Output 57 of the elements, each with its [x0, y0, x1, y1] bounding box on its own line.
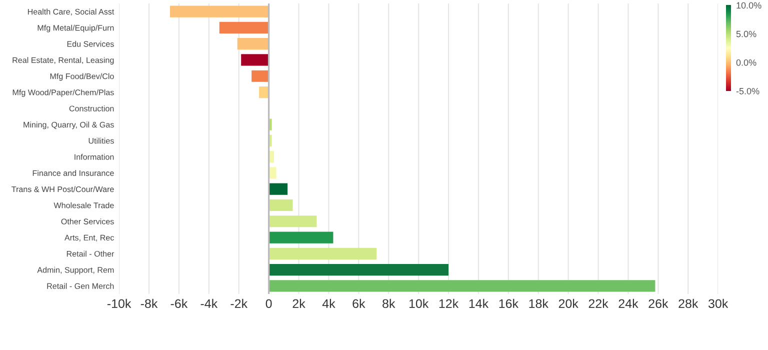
x-tick-label: 18k [529, 298, 548, 308]
y-tick-label: Construction [69, 105, 114, 112]
x-tick-label: 22k [588, 298, 608, 308]
x-tick-label: 4k [322, 298, 336, 308]
x-tick-label: 8k [382, 298, 396, 308]
bar [241, 54, 269, 66]
color-bar-label: -5.0% [736, 88, 760, 94]
y-tick-label: Arts, Ent, Rec [64, 234, 114, 242]
bar [219, 22, 269, 34]
x-tick-label: 0 [266, 299, 272, 308]
x-tick-label: 28k [678, 298, 698, 308]
x-tick-label: 20k [558, 298, 578, 308]
y-tick-label: Mining, Quarry, Oil & Gas [24, 122, 114, 130]
bar [259, 86, 269, 98]
bar [268, 264, 449, 276]
x-tick-label: 10k [409, 298, 429, 308]
bar [268, 216, 317, 228]
y-tick-label: Real Estate, Rental, Leasing [12, 57, 114, 65]
x-tick-label: 24k [618, 298, 638, 308]
x-tick-label: 2k [292, 298, 306, 308]
x-tick-label: -6k [170, 298, 188, 308]
x-tick-label: 6k [352, 298, 366, 308]
y-tick-label: Other Services [61, 218, 114, 224]
y-tick-label: Mfg Wood/Paper/Chem/Plas [12, 89, 114, 97]
bar [268, 232, 334, 244]
color-bar-label: 5.0% [736, 30, 756, 38]
bar [268, 248, 377, 260]
bar [268, 280, 656, 292]
bar [237, 38, 269, 50]
y-tick-label: Health Care, Social Asst [28, 8, 114, 16]
x-tick-label: -4k [200, 298, 218, 308]
x-tick-label: 12k [439, 298, 459, 308]
bar [170, 6, 269, 18]
y-tick-label: Retail - Other [66, 250, 114, 257]
x-tick-label: -2k [230, 298, 248, 308]
y-tick-label: Retail - Gen Merch [47, 283, 114, 289]
bar [268, 199, 293, 212]
x-tick-label: 30k [708, 298, 728, 308]
y-tick-label: Wholesale Trade [54, 202, 114, 208]
y-tick-label: Edu Services [67, 40, 114, 47]
y-tick-label: Finance and Insurance [32, 170, 114, 176]
x-tick-label: 26k [648, 298, 668, 308]
y-tick-label: Mfg Food/Bev/Clo [50, 73, 114, 81]
bar [268, 183, 288, 195]
x-tick-label: 14k [469, 298, 489, 308]
y-tick-label: Utilities [88, 138, 114, 144]
x-tick-label: -8k [140, 298, 158, 308]
y-tick-label: Admin, Support, Rem [37, 266, 114, 274]
color-bar-label: 10.0% [736, 2, 762, 9]
x-tick-label: -10k [107, 298, 132, 308]
x-tick-label: 16k [499, 298, 519, 308]
bar [268, 167, 276, 179]
y-tick-label: Trans & WH Post/Cour/Ware [12, 186, 114, 192]
y-tick-label: Mfg Metal/Equip/Furn [38, 24, 114, 32]
bar [252, 70, 269, 82]
y-tick-label: Information [74, 154, 114, 160]
color-bar-label: 0.0% [736, 59, 756, 66]
